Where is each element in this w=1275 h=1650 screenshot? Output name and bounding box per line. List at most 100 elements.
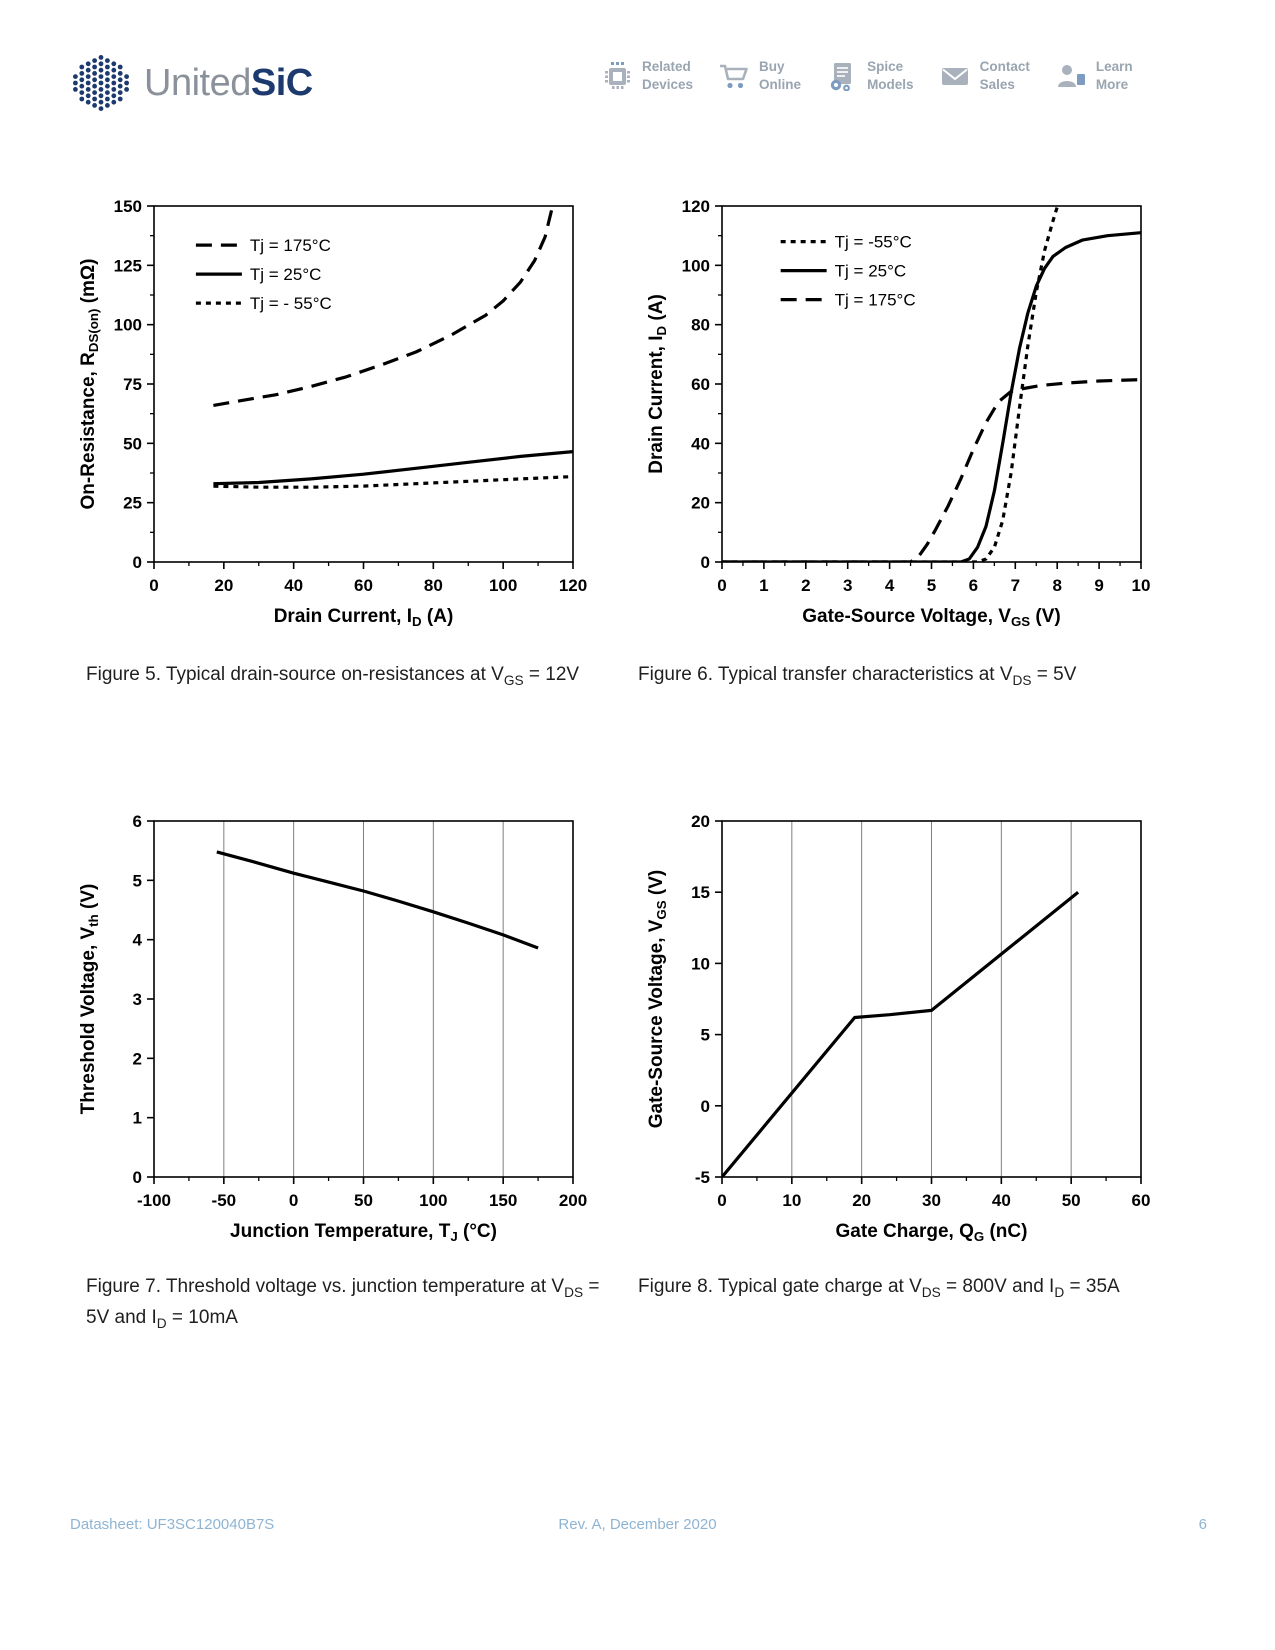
svg-text:Gate-Source Voltage, VGS (V): Gate-Source Voltage, VGS (V) bbox=[802, 606, 1061, 629]
nav-label: Contact Sales bbox=[980, 58, 1030, 93]
svg-text:50: 50 bbox=[123, 434, 142, 453]
nav-spice-models[interactable]: Spice Models bbox=[825, 58, 914, 93]
svg-text:-5: -5 bbox=[695, 1168, 710, 1187]
nav-contact-sales[interactable]: Contact Sales bbox=[938, 58, 1030, 93]
svg-text:10: 10 bbox=[1132, 576, 1151, 595]
nav-related-devices[interactable]: Related Devices bbox=[600, 58, 693, 93]
nav-label: Spice Models bbox=[867, 58, 914, 93]
nav-buy-online-line1: Buy bbox=[759, 59, 785, 74]
svg-text:2: 2 bbox=[133, 1049, 142, 1068]
chip-icon bbox=[605, 61, 630, 89]
svg-text:Tj = 175°C: Tj = 175°C bbox=[250, 236, 331, 255]
svg-text:8: 8 bbox=[1052, 576, 1061, 595]
figure5-chart-on-resistance-vs-drain-current: 0 20 40 60 80 100 120 0 25 50 75 100 125 150 Drain Cur… bbox=[78, 197, 587, 629]
svg-text:10: 10 bbox=[691, 954, 710, 973]
nav-learn-more[interactable]: Learn More bbox=[1054, 58, 1133, 93]
svg-text:4: 4 bbox=[133, 931, 143, 950]
nav-learn-more-line1: Learn bbox=[1095, 59, 1133, 74]
svg-text:Gate-Source Voltage, VGS (V): Gate-Source Voltage, VGS (V) bbox=[646, 870, 669, 1129]
svg-text:100: 100 bbox=[114, 316, 142, 335]
svg-text:50: 50 bbox=[354, 1191, 373, 1210]
figure-6: 0 1 2 3 4 5 6 7 8 9 10 0 20 40 60 80 100 120 Gate-Source V… bbox=[640, 190, 1155, 640]
svg-text:1: 1 bbox=[133, 1109, 142, 1128]
svg-text:20: 20 bbox=[691, 812, 710, 831]
svg-text:0: 0 bbox=[149, 576, 158, 595]
footer-page-number: 6 bbox=[1198, 1516, 1207, 1533]
svg-text:25: 25 bbox=[123, 494, 142, 513]
nav-learn-more-line2: More bbox=[1095, 76, 1129, 92]
envelope-icon bbox=[941, 67, 968, 85]
gear-document-icon bbox=[830, 62, 852, 91]
svg-text:100: 100 bbox=[419, 1191, 447, 1210]
svg-text:Junction Temperature, TJ (°C): Junction Temperature, TJ (°C) bbox=[230, 1221, 497, 1244]
svg-text:Tj = - 55°C: Tj = - 55°C bbox=[250, 294, 332, 313]
figure-5: 0 20 40 60 80 100 120 0 25 50 75 100 125 150 Drain Cur… bbox=[72, 190, 587, 640]
footer-revision: Rev. A, December 2020 bbox=[558, 1516, 717, 1533]
page-footer: Datasheet: UF3SC120040B7S Rev. A, Decemb… bbox=[0, 1516, 1275, 1540]
svg-text:0: 0 bbox=[717, 1191, 726, 1210]
svg-text:9: 9 bbox=[1094, 576, 1103, 595]
svg-text:6: 6 bbox=[969, 576, 978, 595]
svg-text:1: 1 bbox=[759, 576, 768, 595]
svg-text:Threshold Voltage, Vth (V): Threshold Voltage, Vth (V) bbox=[78, 884, 101, 1115]
svg-text:80: 80 bbox=[424, 576, 443, 595]
logo-text-united: United bbox=[144, 61, 251, 104]
svg-text:0: 0 bbox=[717, 576, 726, 595]
svg-text:5: 5 bbox=[701, 1026, 710, 1045]
svg-text:4: 4 bbox=[885, 576, 895, 595]
figure-7: -100 -50 0 50 100 150 200 0 1 2 3 4 5 6 Junction Tempe… bbox=[72, 805, 587, 1255]
svg-text:0: 0 bbox=[701, 1097, 710, 1116]
figure8-caption: Figure 8. Typical gate charge at VDS = 8… bbox=[638, 1276, 1120, 1300]
svg-text:5: 5 bbox=[133, 871, 142, 890]
page-header: UnitedSiC Related Devices bbox=[0, 0, 1275, 130]
svg-text:150: 150 bbox=[114, 197, 142, 216]
figure7-chart-threshold-voltage-vs-temperature: -100 -50 0 50 100 150 200 0 1 2 3 4 5 6 Junction Tempe… bbox=[78, 812, 587, 1244]
logo-text: UnitedSiC bbox=[144, 62, 313, 105]
svg-text:40: 40 bbox=[284, 576, 303, 595]
svg-text:Tj = 25°C: Tj = 25°C bbox=[250, 265, 322, 284]
header-links: Related Devices Buy Online bbox=[600, 58, 1133, 93]
nav-label: Learn More bbox=[1096, 58, 1133, 93]
svg-text:20: 20 bbox=[214, 576, 233, 595]
svg-text:125: 125 bbox=[114, 256, 142, 275]
svg-text:120: 120 bbox=[559, 576, 587, 595]
nav-related-devices-line2: Devices bbox=[642, 76, 694, 92]
svg-text:150: 150 bbox=[489, 1191, 517, 1210]
svg-text:3: 3 bbox=[843, 576, 852, 595]
nav-contact-sales-line2: Sales bbox=[979, 76, 1015, 92]
svg-text:0: 0 bbox=[133, 553, 142, 572]
svg-text:40: 40 bbox=[691, 434, 710, 453]
svg-text:Gate Charge, QG (nC): Gate Charge, QG (nC) bbox=[836, 1221, 1028, 1244]
nav-contact-sales-line1: Contact bbox=[979, 59, 1030, 74]
nav-buy-online[interactable]: Buy Online bbox=[717, 58, 801, 93]
nav-spice-models-line2: Models bbox=[867, 76, 914, 92]
svg-text:50: 50 bbox=[1062, 1191, 1081, 1210]
figure-8: 0 10 20 30 40 50 60 -5 0 5 10 15 20 Gate Charge, QG (… bbox=[640, 805, 1155, 1255]
svg-text:100: 100 bbox=[489, 576, 517, 595]
figure8-chart-gate-charge: 0 10 20 30 40 50 60 -5 0 5 10 15 20 Gate Charge, QG (… bbox=[646, 812, 1151, 1244]
svg-text:Drain Current, ID (A): Drain Current, ID (A) bbox=[646, 294, 669, 474]
figure7-caption: Figure 7. Threshold voltage vs. junction… bbox=[86, 1276, 600, 1331]
svg-text:60: 60 bbox=[1132, 1191, 1151, 1210]
svg-text:5: 5 bbox=[927, 576, 936, 595]
svg-text:Drain Current, ID (A): Drain Current, ID (A) bbox=[274, 606, 454, 629]
svg-text:Tj = 25°C: Tj = 25°C bbox=[835, 262, 907, 281]
nav-label: Related Devices bbox=[642, 58, 693, 93]
svg-text:2: 2 bbox=[801, 576, 810, 595]
nav-related-devices-line1: Related bbox=[642, 59, 691, 74]
figure6-caption: Figure 6. Typical transfer characteristi… bbox=[638, 664, 1077, 688]
svg-text:20: 20 bbox=[852, 1191, 871, 1210]
svg-text:Tj = -55°C: Tj = -55°C bbox=[835, 233, 912, 252]
logo-text-sic: SiC bbox=[250, 61, 313, 104]
svg-text:60: 60 bbox=[691, 375, 710, 394]
svg-text:40: 40 bbox=[992, 1191, 1011, 1210]
cart-icon bbox=[720, 64, 748, 88]
person-icon bbox=[1057, 64, 1085, 87]
logo-dot-globe-icon bbox=[73, 55, 129, 111]
svg-text:80: 80 bbox=[691, 316, 710, 335]
svg-text:0: 0 bbox=[289, 1191, 298, 1210]
nav-label: Buy Online bbox=[759, 58, 801, 93]
svg-text:6: 6 bbox=[133, 812, 142, 831]
svg-text:200: 200 bbox=[559, 1191, 587, 1210]
